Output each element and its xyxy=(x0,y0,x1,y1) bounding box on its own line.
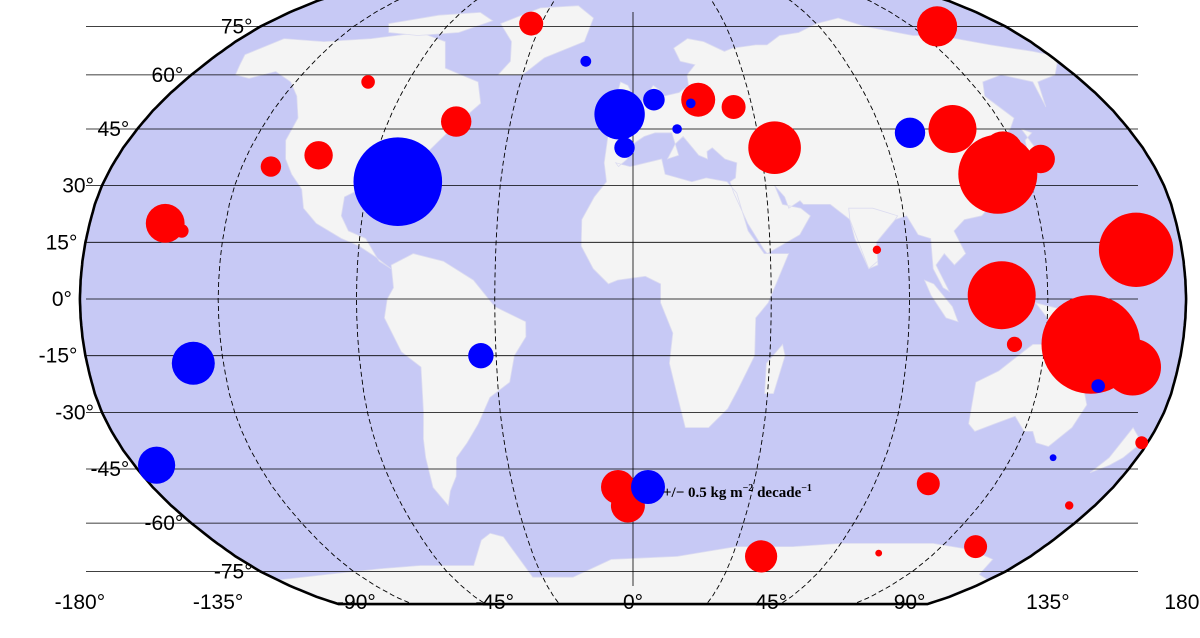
negative-trend-circle xyxy=(171,341,215,385)
positive-trend-circle xyxy=(175,224,189,238)
latitude-label: 60° xyxy=(152,64,184,87)
positive-trend-circle xyxy=(1098,212,1174,287)
longitude-label: 45° xyxy=(755,591,787,614)
latitude-label: 30° xyxy=(62,175,94,198)
legend-label: +/− 0.5 kg m−2 decade−1 xyxy=(663,483,812,501)
positive-trend-circle xyxy=(875,549,883,557)
positive-trend-circle xyxy=(1065,501,1074,510)
negative-trend-circle xyxy=(580,55,592,67)
positive-trend-circle xyxy=(260,156,282,177)
positive-trend-circle xyxy=(1104,338,1161,396)
positive-trend-circle xyxy=(916,472,940,496)
legend-positive-circle xyxy=(601,470,635,504)
positive-trend-circle xyxy=(681,82,716,117)
positive-trend-circle xyxy=(745,540,778,573)
negative-trend-circle xyxy=(686,98,696,109)
positive-trend-circle xyxy=(721,95,746,119)
positive-trend-circle xyxy=(967,261,1036,330)
latitude-label: 0° xyxy=(52,288,72,311)
positive-trend-circle xyxy=(964,535,988,559)
positive-trend-circle xyxy=(982,131,1024,172)
legend-negative-circle xyxy=(631,470,665,504)
negative-trend-circle xyxy=(894,117,926,148)
longitude-label: -135° xyxy=(193,591,243,614)
antarctica-land xyxy=(277,532,994,605)
latitude-label: 45° xyxy=(98,118,130,141)
negative-trend-circle xyxy=(614,137,635,158)
meridian-line xyxy=(217,0,410,604)
meridian-line xyxy=(494,0,559,603)
longitude-label: 0° xyxy=(623,591,643,614)
negative-trend-circle xyxy=(594,89,645,140)
latitude-label: -30° xyxy=(55,402,94,425)
south-america-land xyxy=(383,253,527,507)
latitude-label: 75° xyxy=(221,15,253,38)
latitude-label: -60° xyxy=(145,512,184,535)
axis-labels: 75° 60° 45° 30° 15° 0° -15° -30° -45° -60° -75° -18… xyxy=(39,15,1200,614)
meridian-line xyxy=(856,0,1049,604)
positive-trend-circle xyxy=(519,11,544,36)
latitude-label: 15° xyxy=(46,231,78,254)
latitude-label: -45° xyxy=(91,458,130,481)
longitude-label: 90° xyxy=(894,591,926,614)
negative-trend-circle xyxy=(1091,379,1105,393)
legend: +/− 0.5 kg m−2 decade−1 xyxy=(601,470,812,504)
negative-trend-circle xyxy=(672,124,682,134)
negative-trend-circle xyxy=(1049,454,1057,462)
madagascar-land xyxy=(764,343,786,394)
negative-trend-circle xyxy=(353,137,443,226)
positive-trend-circle xyxy=(441,106,472,137)
positive-trend-circle xyxy=(304,141,333,170)
positive-trend-circle xyxy=(872,245,882,254)
latitude-label: -15° xyxy=(39,345,78,368)
positive-trend-circle xyxy=(361,75,375,89)
longitude-label: -90° xyxy=(337,591,376,614)
meridian-line xyxy=(707,0,772,603)
globe-outline xyxy=(78,0,1188,606)
positive-trend-circle xyxy=(928,105,977,153)
longitude-label: 135° xyxy=(1026,591,1069,614)
negative-trend-circle xyxy=(138,446,176,484)
longitude-label: -45° xyxy=(475,591,514,614)
positive-trend-circle xyxy=(1135,436,1149,450)
negative-trend-circle xyxy=(643,88,665,111)
longitude-label: 180° xyxy=(1164,591,1200,614)
longitude-label: -180° xyxy=(55,591,105,614)
positive-trend-circle xyxy=(917,6,958,47)
sumatra-land xyxy=(923,279,959,323)
positive-trend-circle xyxy=(1006,336,1023,352)
positive-trend-circle xyxy=(145,203,185,243)
india-peninsula-land xyxy=(848,207,899,270)
latitude-label: -75° xyxy=(214,561,253,584)
negative-trend-circle xyxy=(468,343,494,369)
north-america-land xyxy=(234,32,482,270)
positive-trend-circle xyxy=(748,121,801,174)
positive-trend-circle xyxy=(1026,144,1055,174)
